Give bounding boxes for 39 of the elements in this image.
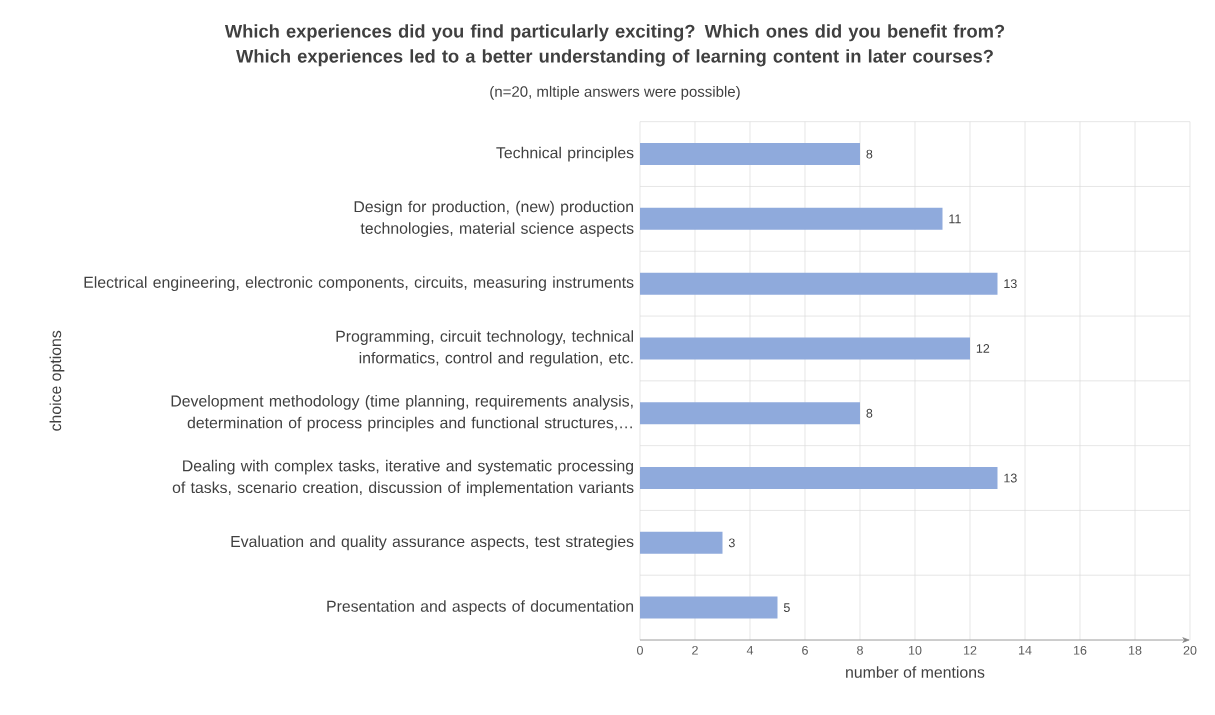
y-axis-title: choice options [49,330,65,431]
x-tick-label: 4 [746,645,754,655]
x-tick-label: 20 [1183,645,1197,655]
data-label: 12 [976,344,990,353]
y-tick-label: Electrical engineering, electronic components, circuits, measuring instruments [84,276,634,292]
x-tick-label: 8 [857,645,863,655]
data-label: 8 [866,408,873,418]
y-tick-label: Design for production, (new) production technologies, material science aspects [354,200,634,238]
y-tick-label: Development methodology (time planning, requirements analysis, determination of process principles and functional structures,… [171,395,633,432]
chart-subtitle: (n=20, mltiple answers were possible) [490,85,740,100]
data-label: 11 [949,214,961,224]
bar [640,272,998,295]
bar [640,337,970,360]
x-tick-label: 6 [802,645,808,655]
x-tick-label: 12 [963,645,977,655]
chart-title: Which experiences did you find particularly exciting? Which ones did you benefit from? Which experiences led to a better understanding of learning content in later courses? [224,24,1005,67]
bar [640,207,943,230]
x-tick-label: 2 [692,645,698,655]
x-tick-label: 0 [637,645,643,655]
y-tick-label: Technical principles [496,146,634,162]
y-tick-label: Dealing with complex tasks, iterative and systematic processing of tasks, scenario creation, discussion of implementation variants [172,459,634,497]
bar [640,143,860,166]
data-label: 13 [1004,279,1017,289]
bar [640,467,998,490]
y-tick-label: Programming, circuit technology, technical informatics, control and regulation, etc. [336,330,633,367]
data-label: 13 [1004,473,1017,483]
y-tick-label: Evaluation and quality assurance aspects, test strategies [231,535,634,551]
x-tick-label: 16 [1073,645,1087,655]
data-label: 5 [783,603,790,612]
x-tick-label: 10 [908,645,922,655]
bar [640,402,860,425]
data-label: 8 [866,149,873,159]
data-label: 3 [728,538,735,548]
bar [640,531,723,554]
x-axis-title: number of mentions [846,666,985,678]
y-tick-label: Presentation and aspects of documentation [327,600,634,615]
bar [640,596,778,619]
x-tick-label: 18 [1128,645,1142,655]
x-tick-label: 14 [1018,645,1032,655]
